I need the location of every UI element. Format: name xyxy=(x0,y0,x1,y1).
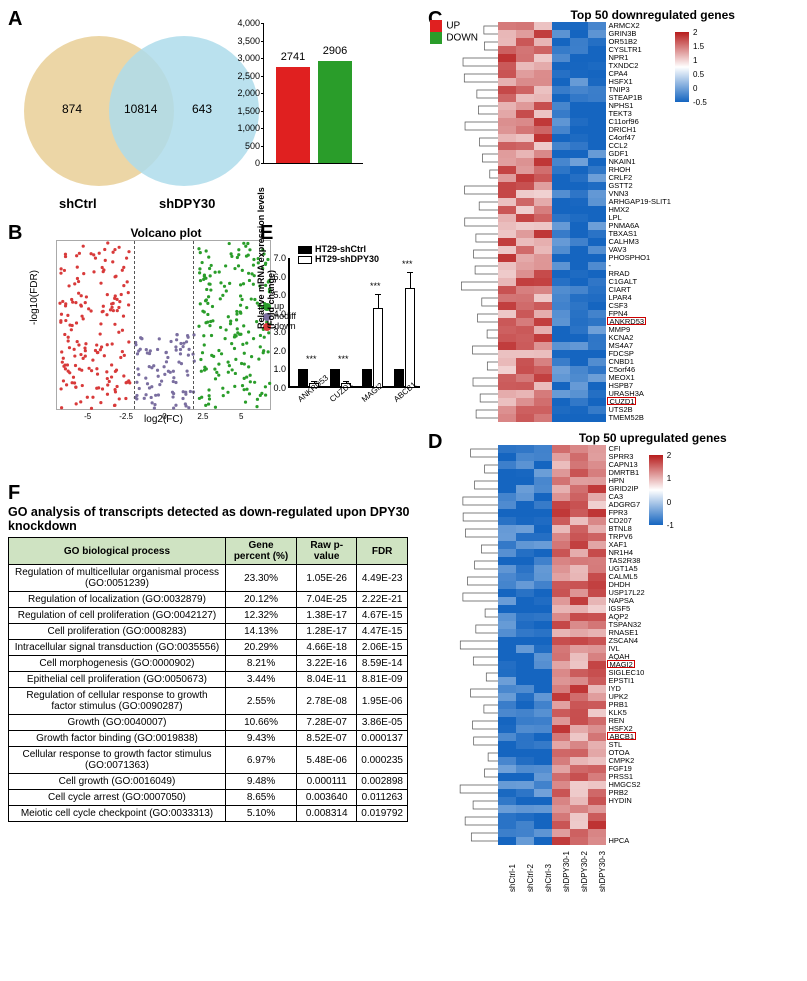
table-row: Cell proliferation (GO:0008283)14.13%1.2… xyxy=(9,624,408,640)
bar-up: 2741 xyxy=(276,67,310,163)
venn-right-name: shDPY30 xyxy=(159,196,215,211)
bar-down-value: 2906 xyxy=(318,45,352,57)
volcano-ylabel: -log10(FDR) xyxy=(29,270,40,325)
heatmap-d-grid xyxy=(498,445,606,848)
volcano-plot: log2(FC) -log10(FDR) up nodiff down -5-2… xyxy=(56,240,271,410)
panel-b-label: B xyxy=(8,222,22,245)
dendrogram-d xyxy=(450,445,498,848)
colorbar-d: 210-1 xyxy=(645,445,695,848)
go-table-title: GO analysis of transcripts detected as d… xyxy=(8,505,428,533)
table-row: Intracellular signal transduction (GO:00… xyxy=(9,640,408,656)
table-row: Cell morphogenesis (GO:0000902)8.21%3.22… xyxy=(9,656,408,672)
heatmap-samples: shCtrl-1shCtrl-2shCtrl-3shDPY30-1shDPY30… xyxy=(498,848,807,857)
panel-d: D Top 50 upregulated genes CFISPRR3CAPN1… xyxy=(428,431,807,857)
heatmap-d-genes: CFISPRR3CAPN13DMRTB1HPNGRID2IPCA3ADGRG7F… xyxy=(608,445,644,848)
volcano-points xyxy=(57,241,272,411)
table-row: Regulation of multicellular organismal p… xyxy=(9,565,408,592)
venn-right-count: 643 xyxy=(192,102,212,116)
dendrogram-c xyxy=(450,22,498,425)
go-header-row: GO biological processGene percent (%)Raw… xyxy=(9,538,408,565)
table-row: Regulation of cellular response to growt… xyxy=(9,688,408,715)
updown-barchart: 2741 2906 05001,0001,5002,0002,5003,0003… xyxy=(263,20,428,190)
table-row: Cell cycle arrest (GO:0007050)8.65%0.003… xyxy=(9,790,408,806)
venn-left-count: 874 xyxy=(62,102,82,116)
table-row: Growth (GO:0040007)10.66%7.28E-073.86E-0… xyxy=(9,715,408,731)
go-table: GO biological processGene percent (%)Raw… xyxy=(8,537,408,822)
heatmap-c: ARMCX2GRIN3BOR51B2CYSLTR1NPR1TXNDC2CPA4H… xyxy=(450,22,807,425)
venn-overlap-count: 10814 xyxy=(124,102,157,116)
heatmap-c-grid xyxy=(498,22,606,425)
panel-a: A 874 10814 643 shCtrl shDPY30 2741 2906 xyxy=(8,8,428,218)
panel-f: F GO analysis of transcripts detected as… xyxy=(8,482,428,822)
panel-c: C Top 50 downregulated genes ARMCX2GRIN3… xyxy=(428,8,807,425)
table-row: Cell growth (GO:0016049)9.48%0.0001110.0… xyxy=(9,774,408,790)
table-row: Meiotic cell cycle checkpoint (GO:003331… xyxy=(9,806,408,822)
heatmap-c-title: Top 50 downregulated genes xyxy=(490,8,807,22)
table-row: Growth factor binding (GO:0019838)9.43%8… xyxy=(9,731,408,747)
panel-f-label: F xyxy=(8,482,428,505)
leg-ctrl: HT29-shCtrl xyxy=(315,244,366,254)
table-row: Cellular response to growth factor stimu… xyxy=(9,747,408,774)
panel-e: E HT29-shCtrl HT29-shDPY30 Relative mRNA… xyxy=(260,226,428,446)
panel-d-label: D xyxy=(428,431,442,454)
heatmap-d-title: Top 50 upregulated genes xyxy=(490,431,807,445)
venn-left-name: shCtrl xyxy=(59,196,97,211)
table-row: Regulation of cell proliferation (GO:004… xyxy=(9,608,408,624)
heatmap-d: CFISPRR3CAPN13DMRTB1HPNGRID2IPCA3ADGRG7F… xyxy=(450,445,807,848)
heatmap-c-genes: ARMCX2GRIN3BOR51B2CYSLTR1NPR1TXNDC2CPA4H… xyxy=(608,22,671,425)
qpcr-barchart: HT29-shCtrl HT29-shDPY30 Relative mRNA e… xyxy=(260,244,420,414)
volcano-title: Volcano plot xyxy=(66,226,266,240)
bar-up-value: 2741 xyxy=(276,51,310,63)
table-row: Epithelial cell proliferation (GO:005067… xyxy=(9,672,408,688)
colorbar-c: 21.510.50-0.5 xyxy=(671,22,721,425)
bar-down: 2906 xyxy=(318,61,352,163)
table-row: Regulation of localization (GO:0032879)2… xyxy=(9,592,408,608)
barchart-axes: 2741 2906 05001,0001,5002,0002,5003,0003… xyxy=(263,24,363,164)
